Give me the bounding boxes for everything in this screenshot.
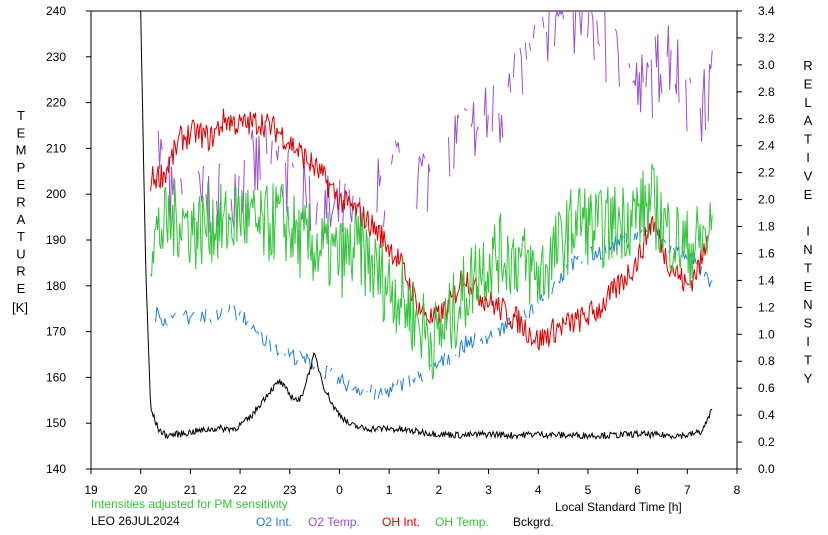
- x-tick-label: 1: [386, 483, 393, 497]
- series-oh-temp: [150, 163, 713, 380]
- ylabel-right-char: N: [803, 297, 812, 312]
- ylabel-right-char: R: [803, 58, 812, 73]
- axes-frame: [86, 10, 742, 474]
- left-tick-label: 140: [46, 462, 66, 476]
- right-tick-label: 2.4: [758, 139, 775, 153]
- right-tick-label: 1.4: [758, 273, 775, 287]
- xlabel: Local Standard Time [h]: [555, 500, 682, 514]
- x-tick-label: 22: [233, 483, 247, 497]
- right-tick-label: 3.0: [758, 58, 775, 72]
- ylabel-left-char: P: [17, 160, 26, 175]
- right-tick-label: 1.2: [758, 300, 775, 314]
- right-tick-label: 3.4: [758, 4, 775, 18]
- right-tick-label: 1.0: [758, 327, 775, 341]
- left-tick-label: 210: [46, 141, 66, 155]
- ylabel-right-char: I: [806, 150, 810, 165]
- left-tick-label: 180: [46, 279, 66, 293]
- x-tick-label: 6: [634, 483, 641, 497]
- left-tick-label: 190: [46, 233, 66, 247]
- right-tick-label: 0.6: [758, 381, 775, 395]
- ylabel-right-char: N: [803, 242, 812, 257]
- ylabel-right-char: V: [804, 168, 813, 183]
- ylabel-left-char: R: [16, 195, 25, 210]
- tick-labels: 1401501601701801902002102202302400.00.20…: [46, 4, 775, 497]
- right-tick-label: 0.4: [758, 408, 775, 422]
- left-tick-label: 150: [46, 416, 66, 430]
- x-tick-label: 0: [336, 483, 343, 497]
- x-tick-label: 19: [84, 483, 98, 497]
- legend-bckgrd: Bckgrd.: [513, 515, 554, 529]
- left-tick-label: 160: [46, 370, 66, 384]
- ylabel-right-char: T: [804, 132, 812, 147]
- ylabel-right-char: T: [804, 260, 812, 275]
- left-tick-label: 200: [46, 187, 66, 201]
- ylabel-left-char: R: [16, 264, 25, 279]
- x-tick-label: 20: [134, 483, 148, 497]
- ylabel-left-char: T: [17, 229, 25, 244]
- right-tick-label: 0.8: [758, 354, 775, 368]
- ylabel-right-char: T: [804, 352, 812, 367]
- ylabel-right-char: E: [804, 76, 813, 91]
- left-tick-label: 230: [46, 50, 66, 64]
- legend-o2-int: O2 Int.: [256, 515, 293, 529]
- x-tick-label: 3: [485, 483, 492, 497]
- x-tick-label: 5: [585, 483, 592, 497]
- ylabel-right-char: A: [804, 113, 813, 128]
- ylabel-left-char: E: [17, 177, 26, 192]
- ylabel-right-char: I: [806, 334, 810, 349]
- left-tick-label: 170: [46, 325, 66, 339]
- sensitivity-note: Intensities adjusted for PM sensitivity: [91, 497, 288, 511]
- right-tick-label: 2.2: [758, 166, 775, 180]
- ylabel-left-char: A: [17, 212, 26, 227]
- x-tick-label: 21: [184, 483, 198, 497]
- series-oh-int: [150, 108, 708, 351]
- left-tick-label: 240: [46, 4, 66, 18]
- ylabel-left-char: E: [17, 125, 26, 140]
- right-tick-label: 2.6: [758, 112, 775, 126]
- ylabel-right-char: S: [804, 316, 813, 331]
- ylabel-left-char: M: [16, 143, 27, 158]
- ylabel-left-char: T: [17, 108, 25, 123]
- series-bckgrd: [140, 10, 713, 440]
- right-tick-label: 3.2: [758, 31, 775, 45]
- x-tick-label: 2: [436, 483, 443, 497]
- series-o2-int: [155, 221, 713, 400]
- station-label: LEO 26JUL2024: [91, 514, 180, 528]
- ylabel-left-char: U: [16, 246, 25, 261]
- legend-o2-temp: O2 Temp.: [308, 515, 360, 529]
- ylabel-left-char: E: [17, 281, 26, 296]
- right-tick-label: 1.6: [758, 246, 775, 260]
- right-tick-label: 2.8: [758, 85, 775, 99]
- x-tick-label: 8: [734, 483, 741, 497]
- ylabel-left-unit: [K]: [12, 300, 28, 315]
- ylabel-right-char: Y: [804, 371, 813, 386]
- left-tick-label: 220: [46, 96, 66, 110]
- legend-oh-temp: OH Temp.: [435, 515, 489, 529]
- ylabel-right-char: I: [806, 224, 810, 239]
- x-tick-label: 4: [535, 483, 542, 497]
- ylabel-right-char: E: [804, 279, 813, 294]
- ylabel-right-char: L: [804, 95, 811, 110]
- right-tick-label: 2.0: [758, 193, 775, 207]
- right-tick-label: 1.8: [758, 220, 775, 234]
- legend-oh-int: OH Int.: [382, 515, 421, 529]
- right-tick-label: 0.2: [758, 435, 775, 449]
- series-group: [140, 9, 713, 440]
- x-tick-label: 23: [283, 483, 297, 497]
- right-tick-label: 0.0: [758, 462, 775, 476]
- ylabel-right-char: E: [804, 187, 813, 202]
- x-tick-label: 7: [684, 483, 691, 497]
